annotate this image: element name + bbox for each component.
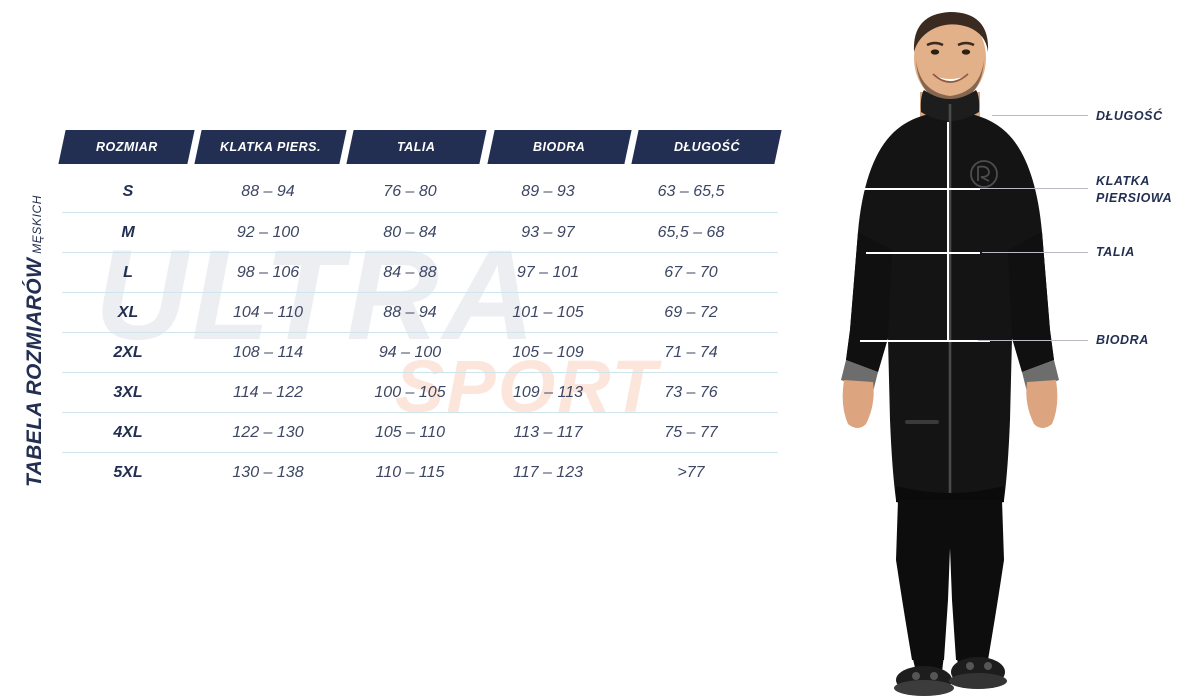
cell-waist: 76 – 80 xyxy=(383,183,437,200)
cell-chest: 92 – 100 xyxy=(236,223,300,241)
column-header-size: ROZMIAR xyxy=(58,130,195,164)
table-header-row: ROZMIAR KLATKA PIERS. TALIA BIODRA DŁUGO… xyxy=(58,130,782,172)
cell-hips: 97 – 101 xyxy=(516,263,580,281)
cell-chest: 130 – 138 xyxy=(232,463,304,481)
cell-size: 5XL xyxy=(113,463,143,481)
cell-length: >77 xyxy=(677,463,705,481)
table-row: XL 104 – 110 88 – 94 101 – 105 69 – 72 xyxy=(62,292,778,332)
cell-chest: 98 – 106 xyxy=(236,263,300,281)
cell-size: S xyxy=(122,183,134,200)
column-header-hips: BIODRA xyxy=(487,130,632,164)
cell-hips: 109 – 113 xyxy=(513,383,583,401)
cell-chest: 122 – 130 xyxy=(232,423,304,441)
table-row: S 88 – 94 76 – 80 89 – 93 63 – 65,5 xyxy=(62,172,778,212)
cell-length: 73 – 76 xyxy=(664,383,718,401)
table-row: L 98 – 106 84 – 88 97 – 101 67 – 70 xyxy=(62,252,778,292)
column-header-waist-label: TALIA xyxy=(397,140,437,154)
cell-chest: 108 – 114 xyxy=(233,343,303,361)
annotation-label-klatka-piersiowa: KLATKA PIERSIOWA xyxy=(1096,174,1173,205)
cell-hips: 113 – 117 xyxy=(513,423,583,441)
cell-length: 63 – 65,5 xyxy=(657,183,725,200)
column-header-length-label: DŁUGOŚĆ xyxy=(673,140,740,154)
column-header-hips-label: BIODRA xyxy=(533,140,586,154)
cell-length: 71 – 74 xyxy=(664,343,718,361)
cell-waist: 80 – 84 xyxy=(383,223,437,241)
table-row: 2XL 108 – 114 94 – 100 105 – 109 71 – 74 xyxy=(62,332,778,372)
table-row: 3XL 114 – 122 100 – 105 109 – 113 73 – 7… xyxy=(62,372,778,412)
cell-size: M xyxy=(121,223,135,241)
cell-chest: 88 – 94 xyxy=(241,183,295,200)
connector-line-talia xyxy=(982,252,1088,253)
cell-size: 2XL xyxy=(113,343,143,361)
cell-length: 69 – 72 xyxy=(664,303,718,321)
connector-line-biodra xyxy=(978,340,1088,341)
cell-waist: 100 – 105 xyxy=(374,383,446,401)
cell-hips: 105 – 109 xyxy=(512,343,584,361)
cell-hips: 117 – 123 xyxy=(513,463,583,481)
cell-waist: 88 – 94 xyxy=(383,303,437,321)
column-header-chest-label: KLATKA PIERS. xyxy=(220,140,322,154)
cell-size: XL xyxy=(117,303,139,321)
model-photo xyxy=(800,0,1100,700)
column-header-length: DŁUGOŚĆ xyxy=(631,130,782,164)
measure-line-waist xyxy=(866,252,980,254)
cell-chest: 114 – 122 xyxy=(233,383,303,401)
cell-waist: 94 – 100 xyxy=(378,343,442,361)
cell-waist: 110 – 115 xyxy=(375,463,445,481)
column-header-chest: KLATKA PIERS. xyxy=(194,130,348,164)
cell-hips: 101 – 105 xyxy=(512,303,584,321)
table-row: M 92 – 100 80 – 84 93 – 97 65,5 – 68 xyxy=(62,212,778,252)
size-table: ROZMIAR KLATKA PIERS. TALIA BIODRA DŁUGO… xyxy=(58,130,782,492)
page-title-main: TABELA ROZMIARÓW xyxy=(23,257,46,487)
cell-hips: 89 – 93 xyxy=(521,183,575,200)
cell-hips: 93 – 97 xyxy=(521,223,575,241)
connector-line-klatka xyxy=(980,188,1088,189)
connector-line-dlugosc xyxy=(992,115,1088,116)
cell-waist: 105 – 110 xyxy=(375,423,445,441)
cell-size: 4XL xyxy=(113,423,143,441)
cell-length: 75 – 77 xyxy=(664,423,718,441)
column-header-waist: TALIA xyxy=(346,130,488,164)
cell-length: 65,5 – 68 xyxy=(657,223,725,241)
cell-size: 3XL xyxy=(113,383,143,401)
cell-length: 67 – 70 xyxy=(664,263,718,281)
table-row: 5XL 130 – 138 110 – 115 117 – 123 >77 xyxy=(62,452,778,492)
page-title: TABELA ROZMIARÓW MĘSKICH xyxy=(23,127,47,487)
cell-chest: 104 – 110 xyxy=(233,303,303,321)
measure-line-chest xyxy=(856,188,980,190)
column-header-size-label: ROZMIAR xyxy=(95,140,158,154)
annotation-label-talia: TALIA xyxy=(1096,245,1135,259)
measure-line-length-vertical xyxy=(947,122,949,340)
table-row: 4XL 122 – 130 105 – 110 113 – 117 75 – 7… xyxy=(62,412,778,452)
cell-size: L xyxy=(123,263,133,281)
page-title-sub: MĘSKICH xyxy=(30,194,44,254)
vertical-title-area: TABELA ROZMIARÓW MĘSKICH xyxy=(0,0,60,700)
cell-waist: 84 – 88 xyxy=(383,263,437,281)
annotation-label-dlugosc: DŁUGOŚĆ xyxy=(1096,109,1163,123)
measure-line-hips xyxy=(860,340,990,342)
model-illustration xyxy=(800,0,1100,700)
annotation-label-biodra: BIODRA xyxy=(1096,333,1149,347)
